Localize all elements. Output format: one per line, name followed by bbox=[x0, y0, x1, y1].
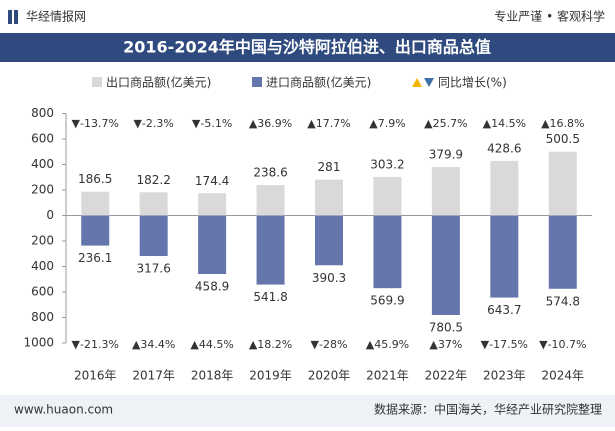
growth-label: ▲45.9% bbox=[366, 338, 409, 351]
bar bbox=[256, 185, 285, 216]
growth-label: ▼-10.7% bbox=[539, 338, 586, 351]
x-tick-label: 2024年 bbox=[542, 369, 585, 383]
website: www.huaon.com bbox=[14, 403, 113, 417]
bar bbox=[81, 191, 110, 216]
legend-label: 进口商品额(亿美元) bbox=[266, 75, 371, 90]
value-label: 303.2 bbox=[370, 157, 404, 171]
y-tick-label: 800 bbox=[31, 106, 54, 120]
bar bbox=[373, 215, 402, 289]
value-label: 569.9 bbox=[370, 294, 404, 308]
legend-swatch bbox=[92, 77, 102, 87]
y-tick-label: 600 bbox=[31, 132, 54, 146]
growth-label: ▼-17.5% bbox=[481, 338, 528, 351]
growth-label: ▲37% bbox=[429, 338, 462, 351]
value-label: 174.4 bbox=[195, 174, 229, 188]
growth-label: ▼-5.1% bbox=[192, 117, 232, 130]
growth-label: ▲18.2% bbox=[249, 338, 292, 351]
bar bbox=[139, 215, 168, 256]
legend-down bbox=[424, 78, 434, 87]
bar bbox=[548, 151, 577, 216]
legend-label: 出口商品额(亿美元) bbox=[106, 75, 211, 90]
growth-label: ▲44.5% bbox=[190, 338, 233, 351]
y-tick-label: 800 bbox=[31, 310, 54, 324]
bar bbox=[373, 176, 402, 216]
source: 数据来源：中国海关，华经产业研究院整理 bbox=[374, 402, 602, 417]
y-tick-label: 200 bbox=[31, 234, 54, 248]
bar bbox=[548, 215, 577, 289]
bar bbox=[315, 215, 343, 266]
growth-label: ▲25.7% bbox=[424, 117, 467, 130]
legend-swatch bbox=[252, 77, 262, 87]
y-tick-label: 1000 bbox=[23, 336, 54, 350]
x-tick-label: 2020年 bbox=[308, 369, 351, 383]
growth-label: ▲34.4% bbox=[132, 338, 175, 351]
bar bbox=[256, 215, 285, 285]
y-tick-label: 400 bbox=[31, 157, 54, 171]
bar bbox=[431, 215, 460, 316]
growth-label: ▲17.7% bbox=[307, 117, 350, 130]
value-label: 428.6 bbox=[487, 141, 521, 155]
growth-label: ▲7.9% bbox=[369, 117, 405, 130]
value-label: 574.8 bbox=[546, 294, 580, 308]
bar bbox=[490, 160, 519, 216]
value-label: 541.8 bbox=[253, 290, 287, 304]
y-tick-label: 200 bbox=[31, 183, 54, 197]
footer-bar bbox=[0, 395, 615, 427]
x-tick-label: 2018年 bbox=[191, 369, 234, 383]
legend-up bbox=[412, 78, 422, 87]
x-tick-label: 2019年 bbox=[249, 369, 292, 383]
bar bbox=[490, 215, 519, 298]
bar bbox=[198, 193, 227, 216]
growth-label: ▲16.8% bbox=[541, 117, 584, 130]
x-tick-label: 2017年 bbox=[132, 369, 175, 383]
bar bbox=[431, 167, 460, 216]
value-label: 317.6 bbox=[136, 261, 170, 275]
growth-label: ▼-21.3% bbox=[72, 338, 119, 351]
logo-icon bbox=[8, 10, 12, 24]
value-label: 780.5 bbox=[429, 321, 463, 335]
growth-label: ▼-13.7% bbox=[72, 117, 119, 130]
value-label: 458.9 bbox=[195, 280, 229, 294]
y-tick-label: 600 bbox=[31, 285, 54, 299]
value-label: 500.5 bbox=[546, 132, 580, 146]
growth-label: ▲14.5% bbox=[483, 117, 526, 130]
y-tick-label: 400 bbox=[31, 259, 54, 273]
bar bbox=[315, 179, 343, 216]
growth-label: ▼-2.3% bbox=[133, 117, 173, 130]
value-label: 390.3 bbox=[312, 271, 346, 285]
x-tick-label: 2021年 bbox=[366, 369, 409, 383]
slogan: 专业严谨 • 客观科学 bbox=[494, 9, 605, 24]
y-tick-label: 0 bbox=[46, 208, 54, 222]
logo-icon bbox=[14, 10, 18, 24]
legend-label: 同比增长(%) bbox=[438, 76, 507, 90]
value-label: 236.1 bbox=[78, 251, 112, 265]
x-tick-label: 2022年 bbox=[425, 369, 468, 383]
growth-label: ▼-28% bbox=[311, 338, 348, 351]
bar bbox=[198, 215, 227, 275]
value-label: 379.9 bbox=[429, 148, 463, 162]
value-label: 238.6 bbox=[253, 166, 287, 180]
x-tick-label: 2016年 bbox=[74, 369, 117, 383]
chart-title: 2016-2024年中国与沙特阿拉伯进、出口商品总值 bbox=[123, 38, 491, 57]
value-label: 182.2 bbox=[136, 173, 170, 187]
growth-label: ▲36.9% bbox=[249, 117, 292, 130]
bar bbox=[139, 192, 168, 216]
value-label: 643.7 bbox=[487, 303, 521, 317]
value-label: 186.5 bbox=[78, 172, 112, 186]
logo-text: 华经情报网 bbox=[26, 9, 86, 24]
title-bar bbox=[0, 33, 615, 62]
value-label: 281 bbox=[318, 160, 341, 174]
bar bbox=[81, 215, 110, 246]
x-tick-label: 2023年 bbox=[483, 369, 526, 383]
